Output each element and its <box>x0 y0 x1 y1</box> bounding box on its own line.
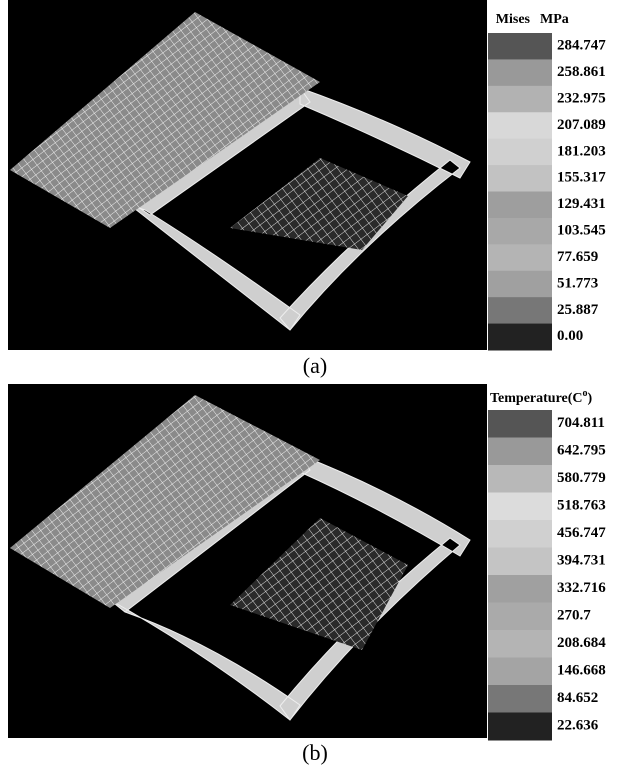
legend-swatch <box>488 410 552 438</box>
legend-title-end: ) <box>588 391 593 406</box>
legend-label: 456.747 <box>557 525 606 541</box>
legend-label: 208.684 <box>557 635 606 651</box>
legend-swatch <box>488 493 552 521</box>
render-b <box>8 384 487 738</box>
legend-label: 146.668 <box>557 663 606 679</box>
legend-swatch <box>488 630 552 658</box>
legend-label: 155.317 <box>557 170 606 186</box>
legend-swatch <box>488 465 552 493</box>
render-a <box>8 0 487 350</box>
legend-label: 332.716 <box>557 580 606 596</box>
legend-title-main: Temperature(C <box>490 391 583 406</box>
legend-label: 232.975 <box>557 90 606 106</box>
legend-title: Mises <box>496 12 531 27</box>
legend-label: 270.7 <box>557 608 591 624</box>
legend-label: 129.431 <box>557 196 606 212</box>
legend-swatch <box>488 244 552 271</box>
legend-swatch <box>488 685 552 713</box>
legend-label: 394.731 <box>557 553 606 569</box>
legend-swatch <box>488 324 552 351</box>
legend-swatch <box>488 603 552 631</box>
legend-label: 103.545 <box>557 223 606 239</box>
legend-label: 22.636 <box>557 718 599 734</box>
legend-swatch <box>488 139 552 166</box>
legend-label: 77.659 <box>557 249 598 265</box>
legend-label: 518.763 <box>557 498 606 514</box>
legend-label: 0.00 <box>557 328 583 344</box>
figure: (a) Mises MPa (b) Temperature(Co) 284.74… <box>0 0 627 772</box>
legend-swatch <box>488 713 552 741</box>
legend-label: 25.887 <box>557 302 599 318</box>
legend-swatch <box>488 165 552 192</box>
legend-swatch <box>488 438 552 466</box>
legend-label: 642.795 <box>557 443 606 459</box>
legend-swatch <box>488 658 552 686</box>
legend-label: 207.089 <box>557 117 606 133</box>
legend-label: 284.747 <box>557 38 606 54</box>
legend-label: 51.773 <box>557 275 598 291</box>
legend-swatch <box>488 86 552 113</box>
caption: (a) <box>303 353 327 378</box>
legend-label: 580.779 <box>557 470 606 486</box>
caption: (b) <box>302 740 328 765</box>
legend-label: 258.861 <box>557 64 606 80</box>
legend-swatch <box>488 297 552 324</box>
legend-label: 84.652 <box>557 690 598 706</box>
legend-swatch <box>488 59 552 86</box>
legend-swatch <box>488 271 552 298</box>
legend-swatch <box>488 548 552 576</box>
legend-title: Temperature(Co) <box>490 388 593 406</box>
legend-label: 704.811 <box>557 415 605 431</box>
legend-swatch <box>488 33 552 60</box>
legend-swatch <box>488 520 552 548</box>
legend-swatch <box>488 192 552 219</box>
legend-unit: MPa <box>540 12 569 27</box>
legend-label: 181.203 <box>557 143 606 159</box>
legend-swatch <box>488 112 552 139</box>
legend-swatch <box>488 575 552 603</box>
legend-swatch <box>488 218 552 245</box>
